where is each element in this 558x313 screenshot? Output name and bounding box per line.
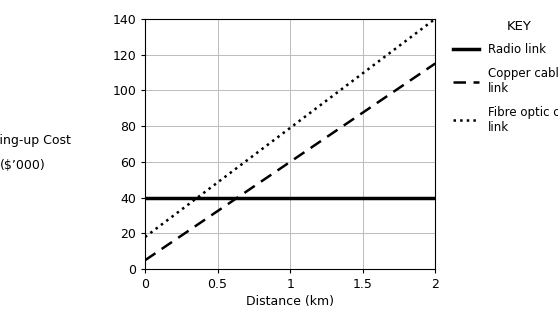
Legend: Radio link, Copper cable
link, Fibre optic cable
link: Radio link, Copper cable link, Fibre opt… — [453, 20, 558, 134]
X-axis label: Distance (km): Distance (km) — [246, 295, 334, 308]
Text: ($’000): ($’000) — [0, 159, 45, 172]
Text: Setting-up Cost: Setting-up Cost — [0, 134, 71, 147]
